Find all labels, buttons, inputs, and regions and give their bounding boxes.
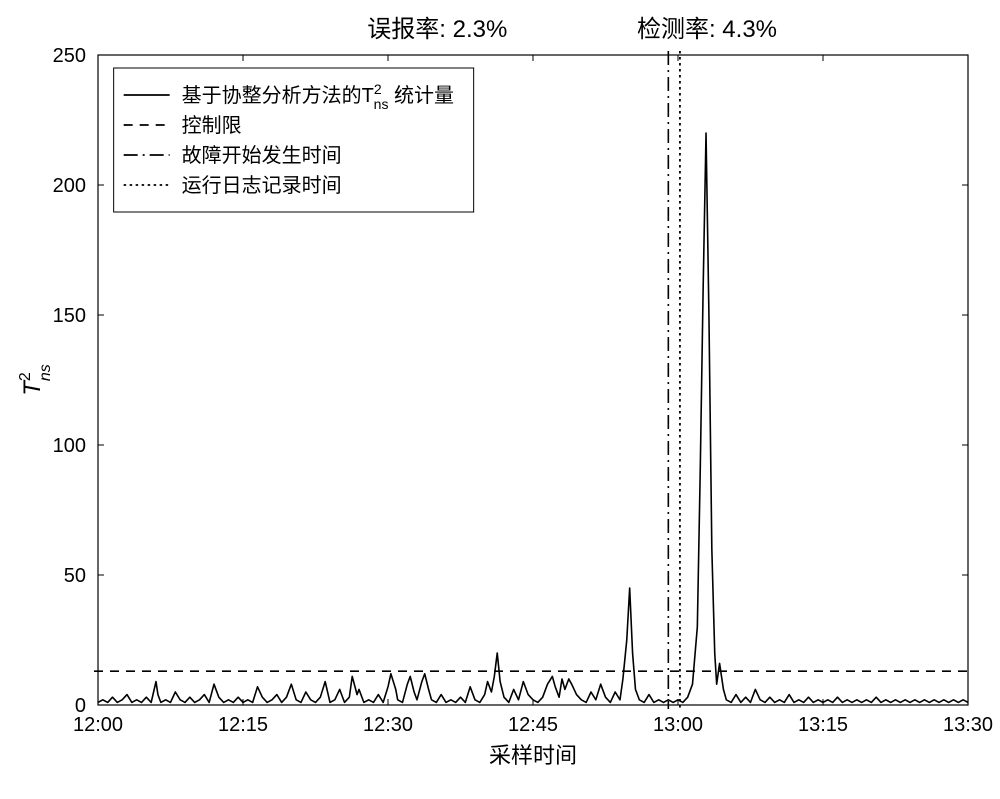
x-tick-label: 13:00: [653, 714, 703, 736]
y-tick-label: 250: [53, 45, 86, 67]
y-tick-label: 150: [53, 305, 86, 327]
chart-container: 12:00 12:15 12:30 12:45 13:00 13:15 13:30 0 50 10…: [0, 0, 1000, 799]
x-tick-label: 13:15: [798, 714, 848, 736]
y-tick-label: 100: [53, 435, 86, 457]
chart-svg: 12:00 12:15 12:30 12:45 13:00 13:15 13:30 0 50 10…: [0, 0, 1000, 799]
x-tick-label: 12:45: [508, 714, 558, 736]
x-tick-label: 12:30: [363, 714, 413, 736]
y-tick-label: 200: [53, 175, 86, 197]
x-tick-label: 12:15: [218, 714, 268, 736]
y-tick-label: 0: [75, 695, 86, 717]
chart-title-left: 误报率: 2.3%: [367, 16, 507, 43]
chart-title-right: 检测率: 4.3%: [637, 16, 777, 43]
legend-label: 运行日志记录时间: [182, 174, 342, 197]
x-tick-label: 13:30: [943, 714, 993, 736]
legend-label: 控制限: [182, 114, 242, 137]
x-axis-label: 采样时间: [489, 743, 577, 768]
y-tick-label: 50: [64, 565, 86, 587]
x-tick-label: 12:00: [73, 714, 123, 736]
legend-label: 故障开始发生时间: [182, 144, 342, 167]
